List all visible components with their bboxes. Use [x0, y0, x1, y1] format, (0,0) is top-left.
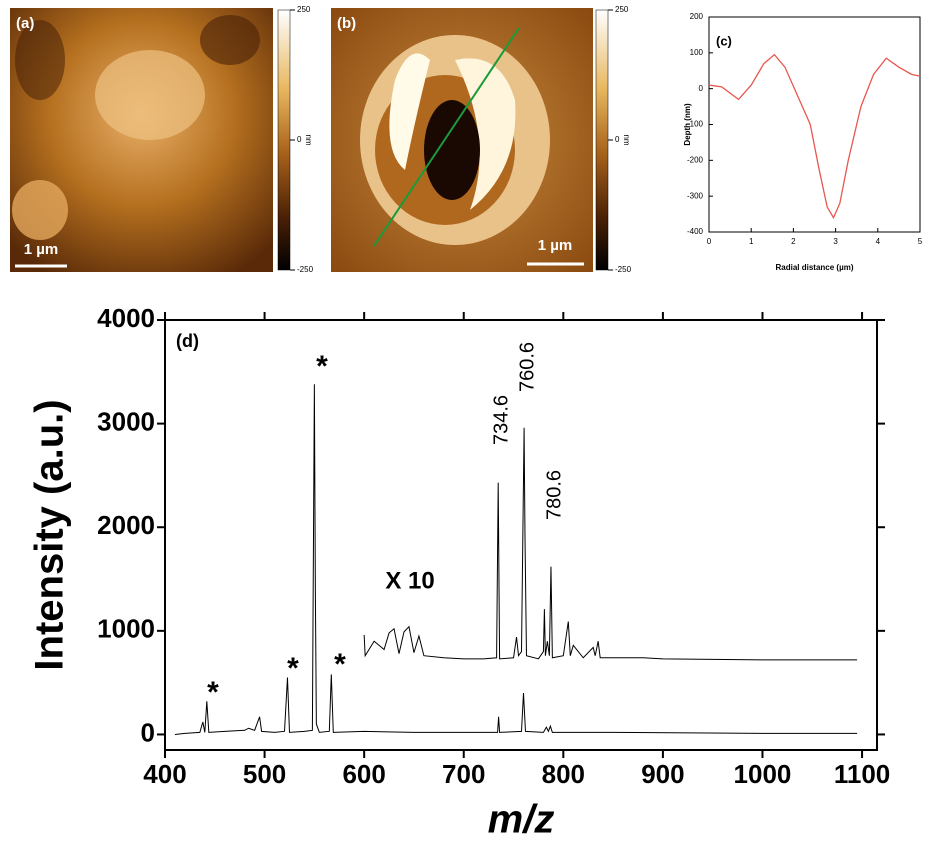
y-tick-label: -400: [687, 227, 704, 236]
y-tick-label: -300: [687, 191, 704, 200]
pit: [424, 100, 480, 200]
x-tick-label: 2: [791, 237, 796, 246]
colorbar-unit: nm: [622, 134, 631, 145]
x-tick-label: 1100: [834, 759, 890, 789]
peak-marker: *: [316, 350, 328, 383]
y-tick-label: 100: [690, 48, 704, 57]
y-tick-label: -100: [687, 120, 704, 129]
peak-marker: *: [287, 652, 299, 685]
scale-bar-label: 1 µm: [538, 237, 573, 254]
y-tick-label: 3000: [97, 406, 155, 436]
scale-bar-label: 1 µm: [24, 241, 59, 258]
annotation: 734.6: [490, 395, 512, 445]
x-tick-label: 4: [876, 237, 881, 246]
y-axis-label: Depth (nm): [683, 103, 692, 146]
y-tick-label: 4000: [97, 303, 155, 333]
y-tick-label: -200: [687, 155, 704, 164]
colorbar-tick-label: 250: [615, 5, 629, 14]
line-series: [363, 427, 858, 661]
annotation: 760.6: [516, 342, 538, 392]
y-tick-label: 2000: [97, 510, 155, 540]
x-tick-label: 5: [918, 237, 923, 246]
x-axis-label: m/z: [488, 798, 555, 842]
panel-label: (c): [716, 33, 732, 48]
texture: [200, 15, 260, 65]
colorbar: [277, 9, 291, 271]
ring-highlight: [455, 58, 516, 211]
line-series: [174, 384, 858, 735]
y-axis-label: Intensity (a.u.): [28, 399, 72, 670]
y-tick-label: 0: [141, 717, 155, 747]
x-tick-label: 400: [143, 759, 186, 789]
colorbar-tick-label: -250: [297, 265, 314, 274]
x-tick-label: 700: [442, 759, 485, 789]
peak-marker: *: [334, 648, 346, 681]
colorbar-tick-label: -250: [615, 265, 632, 274]
annotation: X 10: [385, 567, 434, 594]
y-tick-label: 0: [699, 84, 704, 93]
profile-line: [373, 27, 520, 247]
colorbar: [595, 9, 609, 271]
panel-label: (b): [337, 15, 356, 32]
plot-frame: [708, 16, 921, 233]
x-axis-label: Radial distance (µm): [776, 263, 854, 272]
x-tick-label: 1000: [734, 759, 792, 789]
colorbar-unit: nm: [304, 134, 313, 145]
colorbar-tick-label: 0: [615, 135, 620, 144]
texture: [12, 180, 68, 240]
colorbar-tick-label: 250: [297, 5, 311, 14]
plot-frame: [164, 319, 878, 751]
x-tick-label: 800: [542, 759, 585, 789]
x-tick-label: 1: [749, 237, 754, 246]
ring-highlight: [389, 53, 430, 171]
texture: [15, 20, 65, 100]
panel-label: (d): [176, 331, 199, 351]
line-series: [708, 53, 921, 220]
x-tick-label: 3: [833, 237, 838, 246]
y-tick-label: 200: [690, 12, 704, 21]
y-tick-label: 1000: [97, 614, 155, 644]
colorbar-tick-label: 0: [297, 135, 302, 144]
x-tick-label: 0: [707, 237, 712, 246]
x-tick-label: 500: [243, 759, 286, 789]
x-tick-label: 600: [342, 759, 385, 789]
annotation: 780.6: [543, 470, 565, 520]
panel-label: (a): [16, 15, 34, 32]
texture: [95, 50, 205, 140]
x-tick-label: 900: [641, 759, 684, 789]
peak-marker: *: [207, 676, 219, 709]
